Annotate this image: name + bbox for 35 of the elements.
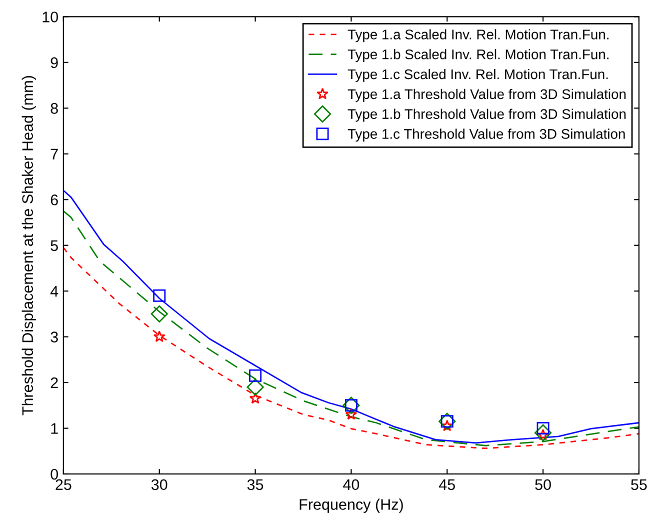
x-tick-label: 25	[56, 479, 72, 490]
legend-label: Type 1.c Scaled Inv. Rel. Motion Tran.Fun.	[348, 68, 608, 82]
x-tick-label: 35	[247, 479, 264, 490]
legend-label: Type 1.b Scaled Inv. Rel. Motion Tran.Fun.	[348, 49, 608, 62]
y-tick-label: 1	[51, 423, 58, 434]
y-tick-label: 5	[50, 240, 58, 252]
legend-label: Type 1.c Threshold Value from 3D Simulation	[348, 128, 625, 142]
x-tick-label: 40	[343, 479, 360, 490]
x-tick-label: 55	[631, 479, 647, 490]
point	[153, 330, 166, 342]
legend-label: Type 1.a Scaled Inv. Rel. Motion Tran.Fun.	[348, 29, 608, 42]
point	[345, 408, 358, 420]
y-tick-label: 9	[50, 57, 58, 68]
y-tick-label: 4	[50, 286, 58, 297]
point	[534, 424, 552, 442]
point	[249, 369, 262, 382]
point	[246, 378, 264, 396]
point	[249, 392, 262, 404]
x-axis-title: Frequency (Hz)	[300, 498, 403, 513]
legend-label: Type 1.b Threshold Value from 3D Simulation	[348, 108, 626, 122]
y-tick-label: 7	[50, 148, 58, 160]
y-tick-label: 6	[50, 194, 58, 206]
y-axis-title: Threshold Displacement at the Shaker Head (mm)	[22, 76, 36, 416]
y-tick-label: 0	[50, 468, 58, 480]
x-tick-label: 45	[438, 479, 455, 490]
y-tick-label: 3	[50, 332, 58, 342]
x-tick-label: 30	[151, 479, 168, 490]
legend-label: Type 1.a Threshold Value from 3D Simulation	[348, 88, 626, 102]
line-series	[63, 246, 639, 450]
point	[150, 305, 168, 322]
y-tick-label: 8	[50, 103, 58, 114]
y-tick-label: 2	[50, 377, 58, 388]
y-tick-label: 10	[42, 12, 58, 22]
x-tick-label: 50	[535, 479, 551, 490]
point	[153, 289, 166, 302]
